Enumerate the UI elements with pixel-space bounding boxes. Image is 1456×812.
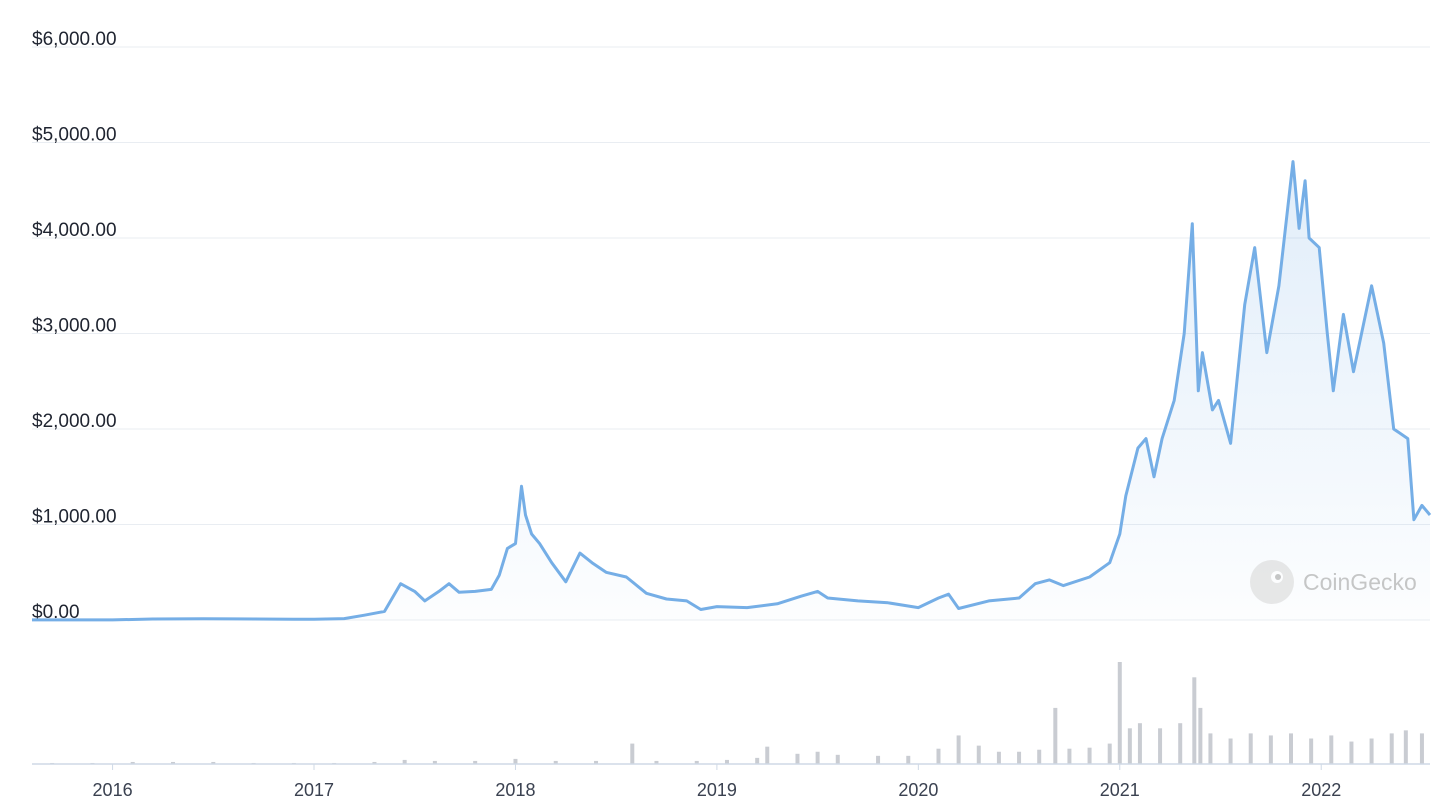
volume-bar xyxy=(1158,728,1163,764)
x-tick-label: 2020 xyxy=(898,780,938,800)
volume-bar xyxy=(1127,728,1132,764)
watermark-text: CoinGecko xyxy=(1303,569,1417,595)
volume-bar xyxy=(1107,743,1112,764)
y-tick-label: $5,000.00 xyxy=(32,125,117,146)
watermark-logo xyxy=(1250,560,1294,604)
volume-bar xyxy=(473,760,478,764)
volume-bar xyxy=(835,754,840,764)
volume-bar xyxy=(171,761,176,764)
volume-bar xyxy=(906,755,911,764)
volume-bar xyxy=(1067,748,1072,764)
volume-bar xyxy=(1268,735,1273,764)
y-tick-label: $4,000.00 xyxy=(32,220,117,241)
y-tick-label: $6,000.00 xyxy=(32,29,117,50)
volume-bar xyxy=(815,751,820,764)
volume-bar xyxy=(1198,707,1203,764)
volume-bar xyxy=(432,760,437,764)
volume-bar xyxy=(1137,723,1142,764)
volume-bar xyxy=(1419,733,1424,764)
volume-bar xyxy=(1389,733,1394,764)
volume-bar xyxy=(1228,738,1233,764)
volume-bar xyxy=(1178,723,1183,764)
volume-bar xyxy=(936,748,941,764)
volume-bar xyxy=(1037,749,1042,764)
grid: $0.00 $1,000.00 $2,000.00 $3,000.00 $4,000.0… xyxy=(32,29,1430,623)
y-tick-label: $0.00 xyxy=(32,602,80,623)
volume-bar xyxy=(795,753,800,764)
y-tick-label: $2,000.00 xyxy=(32,411,117,432)
volume-bar xyxy=(1289,733,1294,764)
volume-bar xyxy=(1329,735,1334,764)
volume-bar xyxy=(724,759,729,764)
volume-bar xyxy=(553,760,558,764)
y-tick-label: $3,000.00 xyxy=(32,316,117,337)
watermark: CoinGecko xyxy=(1250,560,1417,604)
volume-bar xyxy=(765,746,770,764)
x-axis: 2016 2017 2018 2019 2020 2021 2022 xyxy=(93,764,1341,800)
x-tick-label: 2018 xyxy=(495,780,535,800)
volume-bar xyxy=(1117,662,1122,764)
volume-bar xyxy=(513,758,518,764)
x-tick-label: 2017 xyxy=(294,780,334,800)
volume-bar xyxy=(211,761,216,764)
volume-bar xyxy=(1349,741,1354,764)
volume-bar xyxy=(956,735,961,764)
volume-bar xyxy=(976,745,981,764)
volume-bar xyxy=(876,755,881,764)
volume-bars xyxy=(50,662,1424,764)
price-line xyxy=(32,160,1432,622)
volume-bar xyxy=(694,760,699,764)
watermark-logo-pupil xyxy=(1275,574,1281,580)
y-tick-label: $1,000.00 xyxy=(32,507,117,528)
x-tick-label: 2019 xyxy=(697,780,737,800)
plot xyxy=(32,160,1432,622)
volume-bar xyxy=(1017,751,1022,764)
volume-bar xyxy=(1248,733,1253,764)
area xyxy=(32,161,1430,620)
volume-bar xyxy=(1087,747,1092,764)
x-tick-label: 2022 xyxy=(1301,780,1341,800)
volume-bar xyxy=(1192,677,1197,764)
x-tick-label: 2021 xyxy=(1100,780,1140,800)
volume-bar xyxy=(996,751,1001,764)
volume-bar xyxy=(1403,730,1408,764)
volume-bar xyxy=(1369,738,1374,764)
volume-bar xyxy=(402,759,407,764)
volume-bar xyxy=(755,757,760,764)
volume-bar xyxy=(130,761,135,764)
volume-bar xyxy=(1053,707,1058,764)
x-tick-label: 2016 xyxy=(93,780,133,800)
volume-bar xyxy=(372,761,377,764)
volume-bar xyxy=(630,743,635,764)
volume-bar xyxy=(654,760,659,764)
volume-bar xyxy=(1309,738,1314,764)
volume-bar xyxy=(594,760,599,764)
volume-bar xyxy=(1208,733,1213,764)
